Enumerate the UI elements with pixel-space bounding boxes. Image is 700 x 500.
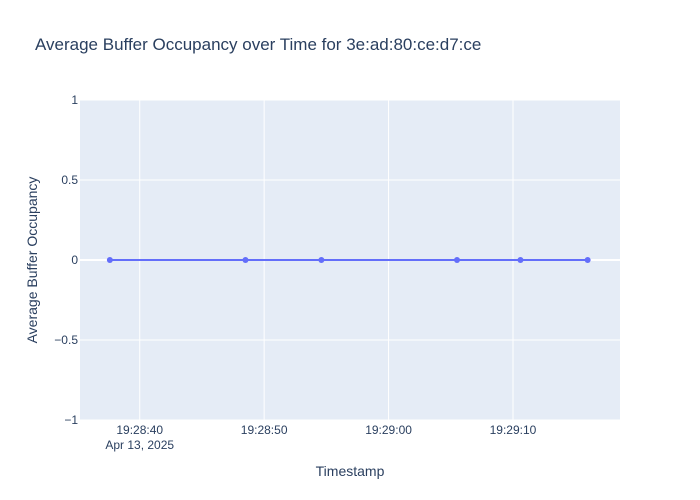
x-axis-title: Timestamp [316,463,385,479]
y-tick-label: −1 [64,413,78,427]
data-point[interactable] [318,257,325,263]
data-point[interactable] [242,257,249,263]
x-tick-label: 19:28:40 [116,423,163,437]
x-axis-date-label: Apr 13, 2025 [105,438,174,452]
y-axis-title: Average Buffer Occupancy [24,177,40,344]
series [106,257,591,263]
chart-title: Average Buffer Occupancy over Time for 3… [35,35,481,54]
x-tick-label: 19:29:10 [490,423,537,437]
y-tick-label: 0 [71,253,78,267]
y-tick-label: 1 [71,93,78,107]
x-tick-label: 19:29:00 [365,423,412,437]
data-point[interactable] [517,257,524,263]
data-point[interactable] [106,257,113,263]
y-tick-label: −0.5 [54,333,78,347]
x-tick-label: 19:28:50 [241,423,288,437]
y-axis-ticks: 1 0.5 0 −0.5 −1 [54,93,78,427]
x-axis-ticks: 19:28:40 19:28:50 19:29:00 19:29:10 [116,423,536,437]
data-point[interactable] [454,257,461,263]
data-point[interactable] [584,257,591,263]
y-tick-label: 0.5 [61,173,78,187]
